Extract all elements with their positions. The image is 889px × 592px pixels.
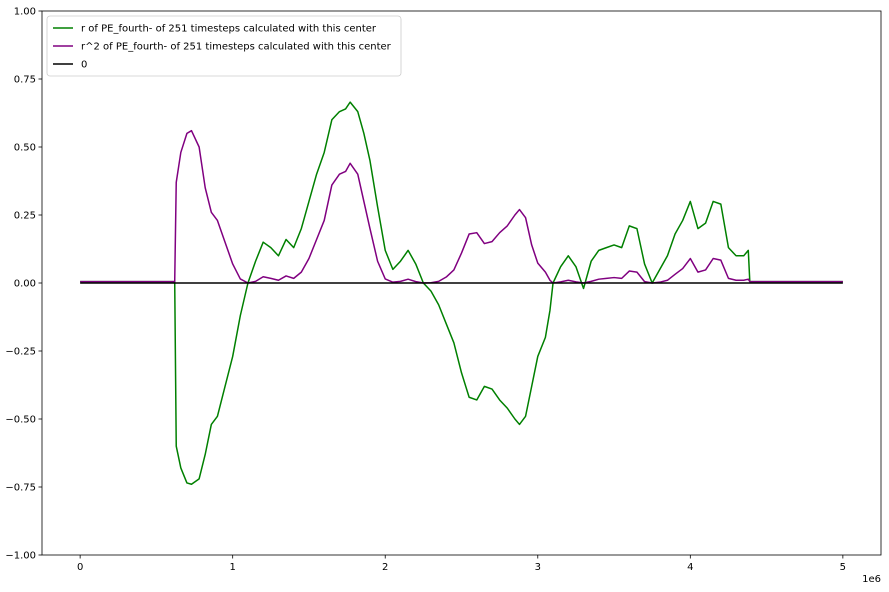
x-tick-label: 2	[382, 562, 388, 573]
y-tick-label: 1.00	[14, 7, 36, 18]
series-lines	[80, 101, 843, 486]
y-tick-label: 0.50	[14, 143, 36, 154]
y-tick-label: 0.25	[14, 211, 36, 222]
plot-area	[80, 101, 843, 486]
y-axis: −1.00 −0.75 −0.50 −0.25 0.00 0.25 0.50 0.75 1.00	[5, 7, 42, 562]
legend: r of PE_fourth- of 251 timesteps calcula…	[46, 15, 402, 77]
y-tick-label: −0.25	[5, 347, 36, 358]
legend-label-2: r^2 of PE_fourth- of 251 timesteps calcu…	[81, 42, 392, 53]
x-tick-label: 0	[77, 562, 83, 573]
legend-label-1: r of PE_fourth- of 251 timesteps calcula…	[81, 24, 377, 35]
y-tick-label: 0.00	[14, 279, 36, 290]
x-tick-label: 4	[687, 562, 693, 573]
legend-box	[46, 15, 402, 77]
y-tick-label: −0.50	[5, 415, 36, 426]
series-line-2	[80, 129, 843, 284]
series-line-1	[80, 101, 843, 486]
x-tick-label: 5	[840, 562, 846, 573]
x-axis: 0 1 2 3 4 5	[77, 555, 846, 573]
y-tick-label: −0.75	[5, 483, 36, 494]
y-tick-label: −1.00	[5, 551, 36, 562]
x-tick-label: 1	[229, 562, 235, 573]
y-tick-label: 0.75	[14, 75, 36, 86]
legend-label-3: 0	[81, 60, 87, 71]
x-tick-label: 3	[535, 562, 541, 573]
x-axis-offset-label: 1e6	[862, 574, 881, 585]
